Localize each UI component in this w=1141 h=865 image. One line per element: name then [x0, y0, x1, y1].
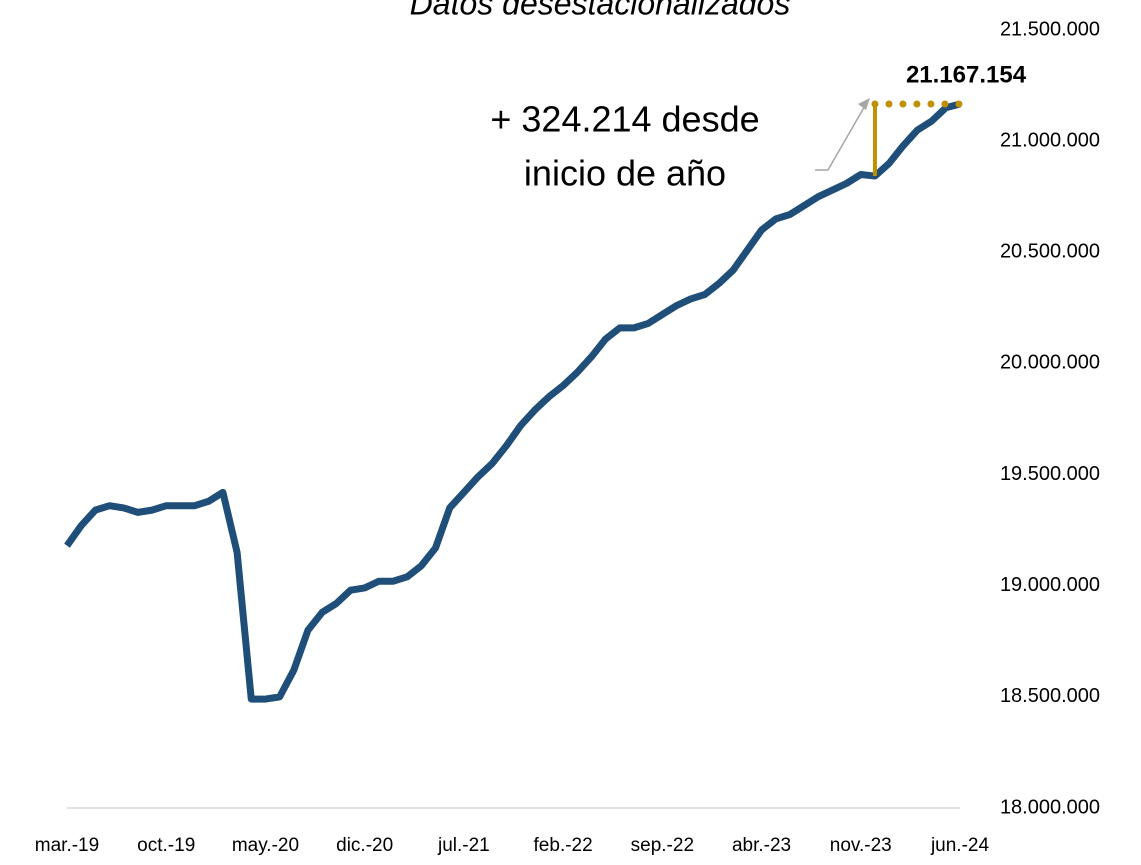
y-tick-label: 19.500.000 [1000, 463, 1100, 485]
y-tick-label: 20.500.000 [1000, 241, 1100, 263]
arrow-head [858, 98, 870, 110]
y-tick-label: 19.000.000 [1000, 574, 1100, 596]
value-label: 21.167.154 [906, 61, 1027, 88]
y-tick-label: 18.500.000 [1000, 685, 1100, 707]
data-line [64, 100, 961, 703]
x-tick-label: oct.-19 [137, 835, 195, 856]
x-tick-label: dic.-20 [336, 835, 393, 856]
x-tick-label: may.-20 [232, 835, 299, 856]
y-tick-label: 21.500.000 [1000, 18, 1100, 40]
y-tick-label: 18.000.000 [1000, 796, 1100, 818]
y-tick-label: 20.000.000 [1000, 352, 1100, 374]
annotation: + 324.214 desde [490, 99, 759, 140]
annotation-arrow [815, 103, 867, 171]
chart-title: Datos desestacionalizados [410, 0, 791, 21]
x-tick-label: sep.-22 [631, 835, 694, 856]
x-tick-label: jun.-24 [930, 835, 990, 856]
y-tick-label: 21.000.000 [1000, 129, 1100, 151]
x-tick-label: feb.-22 [534, 835, 593, 856]
annotation: inicio de año [524, 153, 726, 194]
x-tick-label: abr.-23 [732, 835, 791, 856]
x-tick-label: nov.-23 [830, 835, 892, 856]
x-tick-label: jul.-21 [437, 835, 490, 856]
x-tick-label: mar.-19 [35, 835, 99, 856]
